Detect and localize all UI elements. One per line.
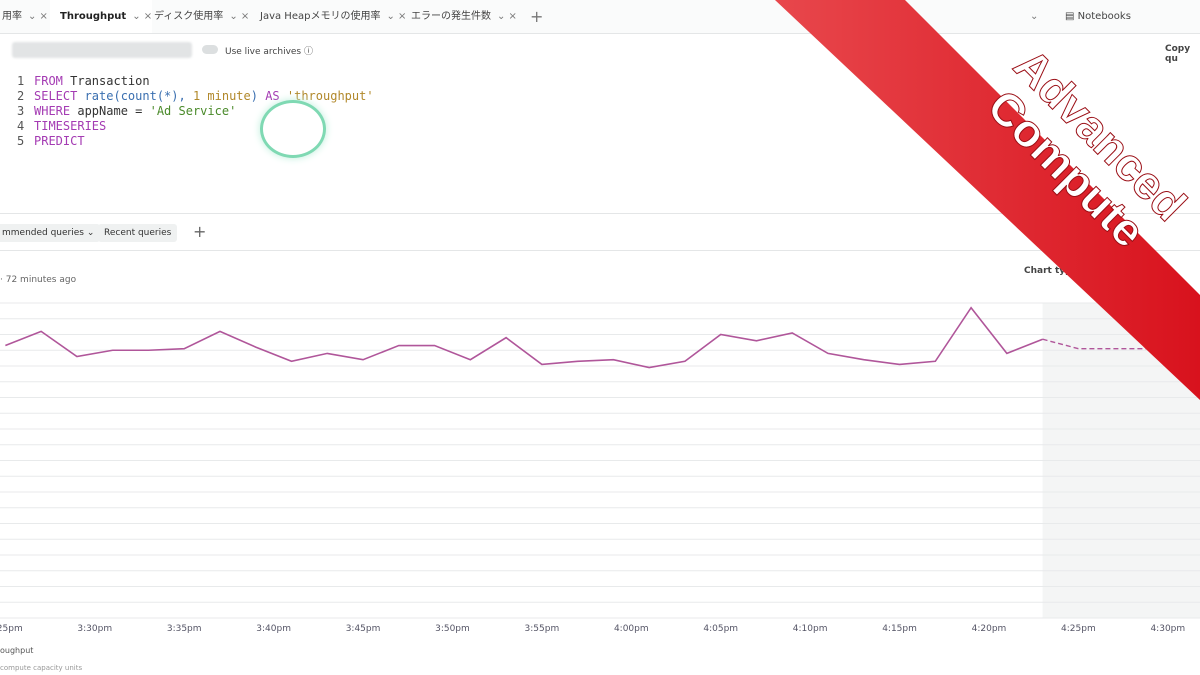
x-tick-label: 3:40pm <box>256 624 291 634</box>
live-archives: Use live archives ⓘ <box>225 47 313 57</box>
add-tab[interactable]: + <box>530 7 544 26</box>
x-tick-label: 4:15pm <box>882 624 917 634</box>
click-indicator <box>260 100 326 158</box>
keyword: TIMESERIES <box>34 119 107 133</box>
tab[interactable]: エラーの発生件数 ⌄ × <box>411 11 517 22</box>
unit-label: compute capacity units <box>0 664 83 672</box>
code: 1 minute <box>192 89 251 103</box>
keyword: WHERE <box>34 104 71 118</box>
code: 'throughput' <box>279 89 374 103</box>
data-line <box>5 306 1043 369</box>
x-tick-label: 3:30pm <box>77 624 112 634</box>
keyword: FROM <box>34 74 63 88</box>
x-tick-label: 3:25pm <box>0 624 23 634</box>
code: rate(count(*), <box>77 89 193 103</box>
tab[interactable]: 用率 ⌄ × <box>2 11 48 22</box>
code: ) <box>250 89 266 103</box>
divider <box>0 213 1200 214</box>
line-number: 5 <box>17 134 25 148</box>
x-tick-label: 4:30pm <box>1150 624 1185 634</box>
x-tick-label: 3:55pm <box>525 624 560 634</box>
x-tick-label: 4:00pm <box>614 624 649 634</box>
toggle[interactable] <box>202 45 218 54</box>
line-number: 2 <box>17 89 25 103</box>
tab-bar: 用率 ⌄ × Throughput ⌄ × ディスク使用率 ⌄ × Java Heap… <box>0 0 1200 34</box>
line-number: 4 <box>17 119 25 133</box>
keyword: PREDICT <box>34 134 85 148</box>
tab[interactable]: Java Heapメモリの使用率 ⌄ × <box>260 11 407 22</box>
line-number: 3 <box>17 104 25 118</box>
legend-entry[interactable]: oughput <box>0 646 34 655</box>
code: Transaction <box>62 74 150 88</box>
tab-menu[interactable]: ⌄ <box>1030 11 1039 22</box>
divider <box>0 250 1200 251</box>
account-picker[interactable] <box>12 42 192 58</box>
x-tick-label: 4:10pm <box>793 624 828 634</box>
since: · 72 minutes ago <box>0 275 77 285</box>
copy-query[interactable]: Copy qu <box>1165 44 1191 64</box>
x-tick-label: 4:05pm <box>703 624 738 634</box>
keyword: AS <box>265 89 280 103</box>
chart-type[interactable]: Chart type <box>1024 266 1078 276</box>
ribbon <box>775 0 1200 400</box>
line-numbers: 1 2 3 4 5 <box>17 74 24 149</box>
notebooks[interactable]: ▤ Notebooks <box>1065 11 1131 22</box>
tab[interactable]: ディスク使用率 ⌄ × <box>154 11 250 22</box>
tab[interactable]: Throughput ⌄ × <box>50 0 152 33</box>
forecast-line <box>1042 338 1150 350</box>
x-tick-label: 4:25pm <box>1061 624 1096 634</box>
recommended-queries[interactable]: mmended queries ⌄ <box>0 224 101 242</box>
x-tick-label: 3:50pm <box>435 624 470 634</box>
add-query[interactable]: + <box>193 222 207 241</box>
x-tick-label: 4:20pm <box>972 624 1007 634</box>
code: appName = <box>70 104 150 118</box>
recent-queries[interactable]: Recent queries <box>98 224 178 242</box>
x-tick-label: 3:35pm <box>167 624 202 634</box>
code: 'Ad Service' <box>149 104 237 118</box>
line-number: 1 <box>17 74 25 88</box>
x-tick-label: 3:45pm <box>346 624 381 634</box>
query-editor[interactable]: FROM Transaction SELECT rate(count(*), 1… <box>34 74 374 149</box>
keyword: SELECT <box>34 89 78 103</box>
